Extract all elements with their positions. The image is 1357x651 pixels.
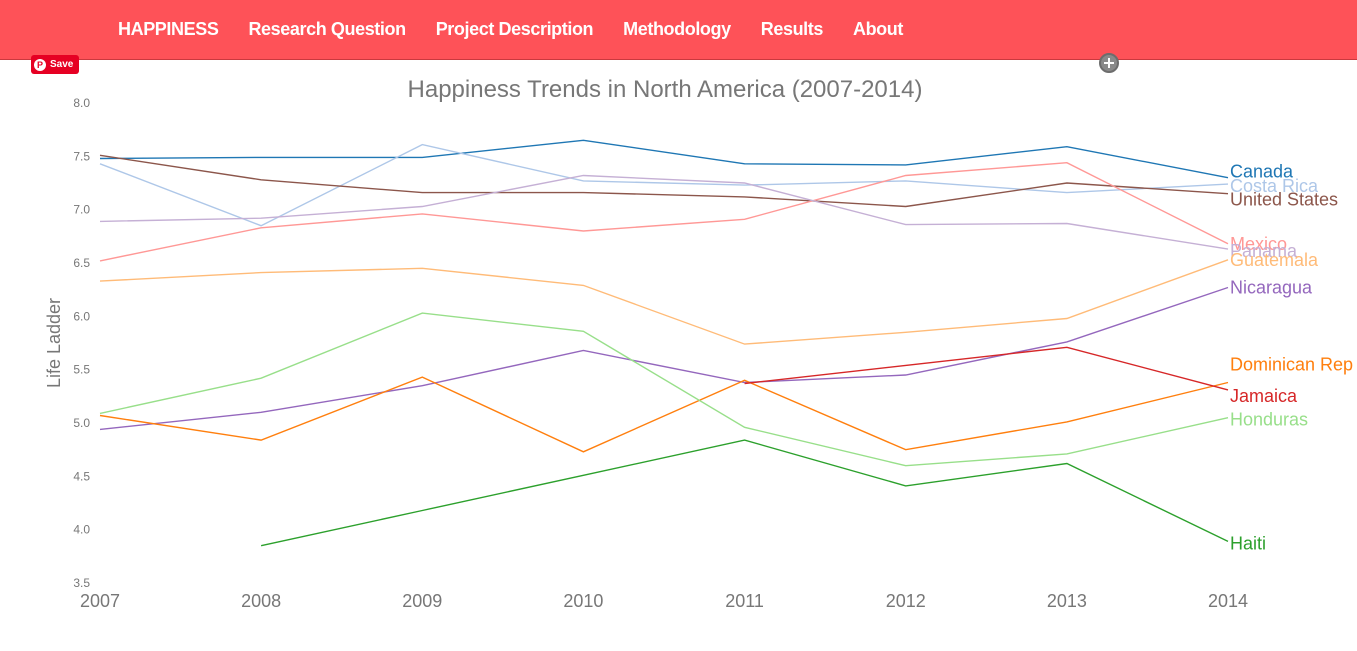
x-tick-label: 2007	[80, 591, 120, 611]
x-tick-label: 2013	[1047, 591, 1087, 611]
series-label-guatemala: Guatemala	[1230, 250, 1319, 270]
nav-item-project-description[interactable]: Project Description	[435, 19, 594, 39]
series-label-mexico: Mexico	[1230, 234, 1287, 254]
series-line-costa-rica	[99, 143, 1229, 227]
y-tick-label: 7.0	[73, 203, 90, 217]
y-axis-label: Life Ladder	[44, 298, 64, 388]
series-line-jamaica	[744, 346, 1229, 391]
series-label-nicaragua: Nicaragua	[1230, 278, 1313, 298]
y-tick-label: 4.5	[73, 469, 90, 483]
y-tick-label: 5.0	[73, 416, 90, 430]
series-label-haiti: Haiti	[1230, 533, 1266, 553]
x-tick-label: 2012	[886, 591, 926, 611]
nav-item-results[interactable]: Results	[760, 19, 824, 39]
series-line-honduras	[99, 312, 1229, 467]
y-tick-label: 5.5	[73, 363, 90, 377]
pinterest-icon: P	[34, 58, 46, 71]
navbar: HAPPINESS Research Question Project Desc…	[0, 0, 1357, 60]
line-chart: Happiness Trends in North America (2007-…	[44, 76, 1353, 611]
y-tick-label: 6.5	[73, 256, 90, 270]
nav-item-research-question[interactable]: Research Question	[248, 19, 406, 39]
series-label-panama: Panama	[1230, 241, 1298, 261]
x-tick-label: 2008	[241, 591, 281, 611]
series-line-canada	[99, 139, 1229, 179]
series-line-haiti	[260, 439, 1229, 547]
y-tick-label: 3.5	[73, 576, 90, 590]
series-label-costa-rica: Costa Rica	[1230, 176, 1319, 196]
series-label-canada: Canada	[1230, 162, 1294, 182]
series-line-nicaragua	[99, 286, 1229, 431]
series-label-united-states: United States	[1230, 190, 1338, 210]
zoom-icon[interactable]	[1099, 53, 1119, 73]
series-line-guatemala	[99, 259, 1229, 345]
x-tick-label: 2010	[563, 591, 603, 611]
series-line-united-states	[99, 154, 1229, 208]
y-tick-label: 6.0	[73, 309, 90, 323]
series-label-honduras: Honduras	[1230, 410, 1308, 430]
x-tick-label: 2009	[402, 591, 442, 611]
series-line-dominican-rep	[99, 376, 1229, 453]
series-line-mexico	[99, 161, 1229, 262]
nav-item-happiness[interactable]: HAPPINESS	[118, 19, 219, 39]
y-tick-label: 7.5	[73, 149, 90, 163]
pinterest-save-label: Save	[50, 59, 74, 70]
nav-item-about[interactable]: About	[852, 19, 903, 39]
nav-list: HAPPINESS Research Question Project Desc…	[118, 0, 933, 59]
series-label-dominican-rep: Dominican Rep	[1230, 354, 1353, 374]
pinterest-save-button[interactable]: P Save	[31, 55, 80, 74]
y-tick-label: 4.0	[73, 523, 90, 537]
series-line-panama	[99, 174, 1229, 250]
x-tick-label: 2011	[725, 591, 764, 611]
nav-item-methodology[interactable]: Methodology	[623, 19, 731, 39]
x-tick-label: 2014	[1208, 591, 1248, 611]
series-label-jamaica: Jamaica	[1230, 386, 1298, 406]
chart-title: Happiness Trends in North America (2007-…	[408, 76, 923, 103]
y-tick-label: 8.0	[73, 96, 90, 110]
